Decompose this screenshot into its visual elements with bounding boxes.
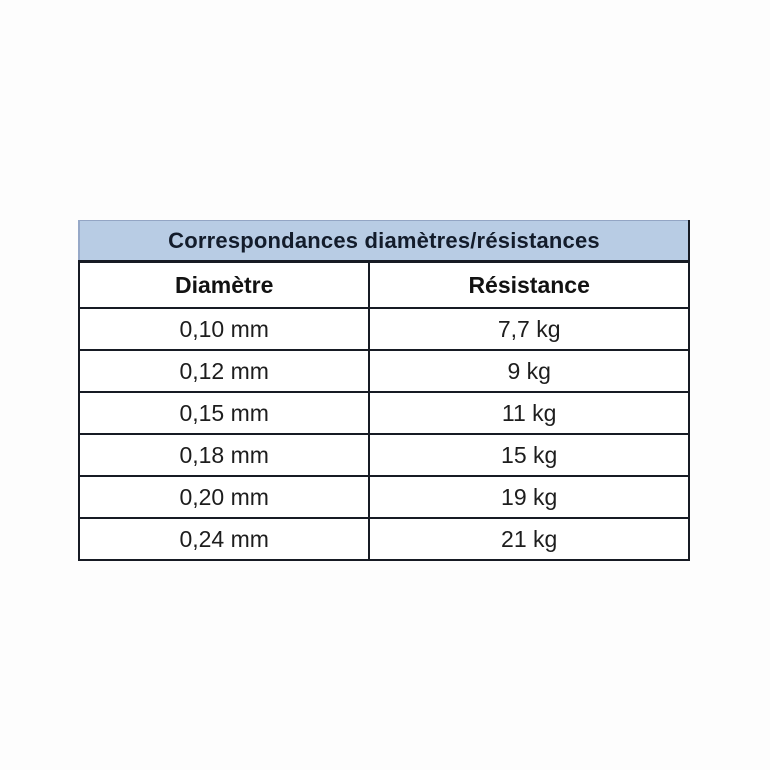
header-row: Diamètre Résistance	[77, 260, 690, 309]
table-row: 0,12 mm 9 kg	[77, 349, 690, 393]
diameter-value: 0,24 mm	[77, 517, 371, 561]
resistance-value: 11 kg	[368, 391, 690, 435]
column-header-resistance: Résistance	[368, 260, 690, 309]
resistance-value: 9 kg	[368, 349, 690, 393]
resistance-value: 15 kg	[368, 433, 690, 477]
title-row: Correspondances diamètres/résistances	[78, 220, 690, 263]
table-row: 0,18 mm 15 kg	[77, 433, 690, 477]
table-row: 0,20 mm 19 kg	[77, 475, 690, 519]
table-row: 0,10 mm 7,7 kg	[77, 307, 690, 351]
diameter-value: 0,10 mm	[77, 307, 371, 351]
table-row: 0,24 mm 21 kg	[77, 517, 690, 561]
correspondence-table: Correspondances diamètres/résistances Di…	[77, 220, 690, 561]
column-header-diameter: Diamètre	[77, 260, 371, 309]
diameter-value: 0,20 mm	[77, 475, 371, 519]
resistance-value: 19 kg	[368, 475, 690, 519]
table-title: Correspondances diamètres/résistances	[78, 220, 690, 263]
resistance-value: 21 kg	[368, 517, 690, 561]
diameter-value: 0,15 mm	[77, 391, 371, 435]
diameter-value: 0,18 mm	[77, 433, 371, 477]
table-row: 0,15 mm 11 kg	[77, 391, 690, 435]
resistance-value: 7,7 kg	[368, 307, 690, 351]
correspondence-table-container: Correspondances diamètres/résistances Di…	[77, 220, 690, 561]
diameter-value: 0,12 mm	[77, 349, 371, 393]
